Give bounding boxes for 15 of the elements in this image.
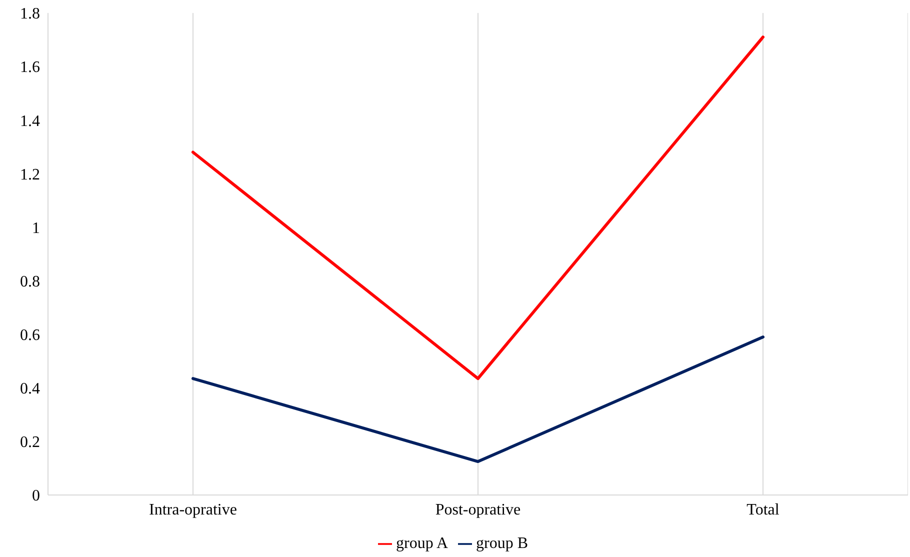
y-tick-label: 0.4 <box>20 380 40 398</box>
y-tick-label: 0.8 <box>20 273 40 290</box>
x-tick-label: Intra-oprative <box>149 501 237 518</box>
y-tick-label: 0.2 <box>20 434 40 452</box>
y-tick-label: 1 <box>32 220 40 237</box>
y-tick-label: 0.6 <box>20 327 40 344</box>
y-tick-label: 1.8 <box>20 6 40 23</box>
y-tick-label: 0 <box>32 488 40 505</box>
x-tick-label: Total <box>746 501 780 518</box>
x-tick-label: Post-oprative <box>435 501 521 518</box>
legend-label: group B <box>476 535 528 552</box>
legend-label: group A <box>396 535 448 552</box>
y-tick-label: 1.6 <box>20 59 40 76</box>
y-tick-label: 1.2 <box>20 166 40 184</box>
y-tick-label: 1.4 <box>20 112 40 130</box>
